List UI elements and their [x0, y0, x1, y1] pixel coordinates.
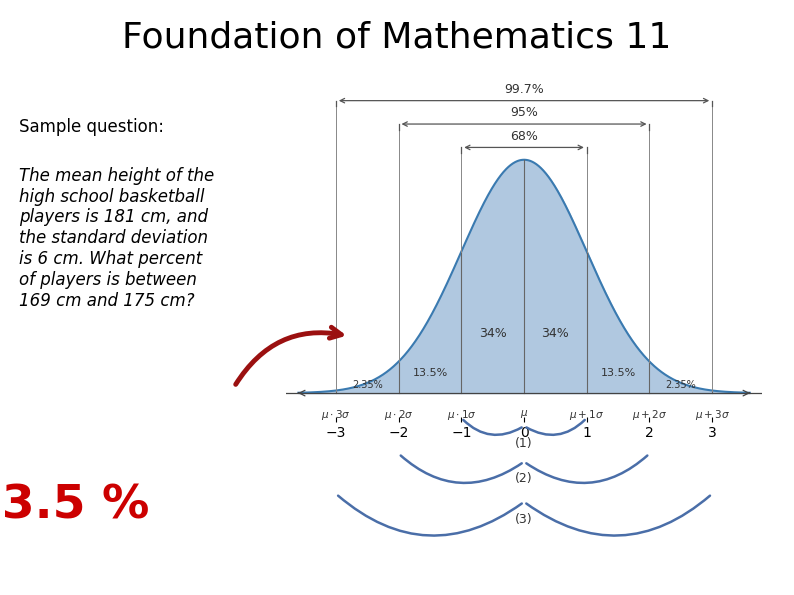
Text: (2): (2) [515, 472, 533, 486]
Text: 13.5%: 13.5% [600, 368, 636, 378]
Text: $\mu\cdot2\sigma$: $\mu\cdot2\sigma$ [384, 408, 414, 422]
Text: 99.7%: 99.7% [504, 83, 544, 96]
Text: 13.5 %: 13.5 % [0, 484, 149, 529]
Text: $\mu+1\sigma$: $\mu+1\sigma$ [569, 408, 604, 422]
Text: $\mu\cdot3\sigma$: $\mu\cdot3\sigma$ [322, 408, 351, 422]
Text: 2.35%: 2.35% [665, 380, 696, 390]
Text: (1): (1) [515, 437, 533, 450]
Text: (3): (3) [515, 512, 533, 525]
Text: 2.35%: 2.35% [352, 380, 383, 390]
Text: $\mu+2\sigma$: $\mu+2\sigma$ [632, 408, 667, 422]
Text: Sample question:: Sample question: [19, 118, 164, 136]
Text: 95%: 95% [510, 107, 538, 120]
Text: $\mu\cdot1\sigma$: $\mu\cdot1\sigma$ [446, 408, 476, 422]
Text: The mean height of the
high school basketball
players is 181 cm, and
the standar: The mean height of the high school baske… [19, 167, 214, 309]
Text: Foundation of Mathematics 11: Foundation of Mathematics 11 [122, 21, 672, 55]
Text: 68%: 68% [510, 130, 538, 143]
Text: 13.5%: 13.5% [412, 368, 448, 378]
Text: $\mu+3\sigma$: $\mu+3\sigma$ [695, 408, 730, 422]
Text: 34%: 34% [542, 327, 569, 340]
Text: $\mu$: $\mu$ [520, 408, 528, 419]
Text: 34%: 34% [479, 327, 507, 340]
